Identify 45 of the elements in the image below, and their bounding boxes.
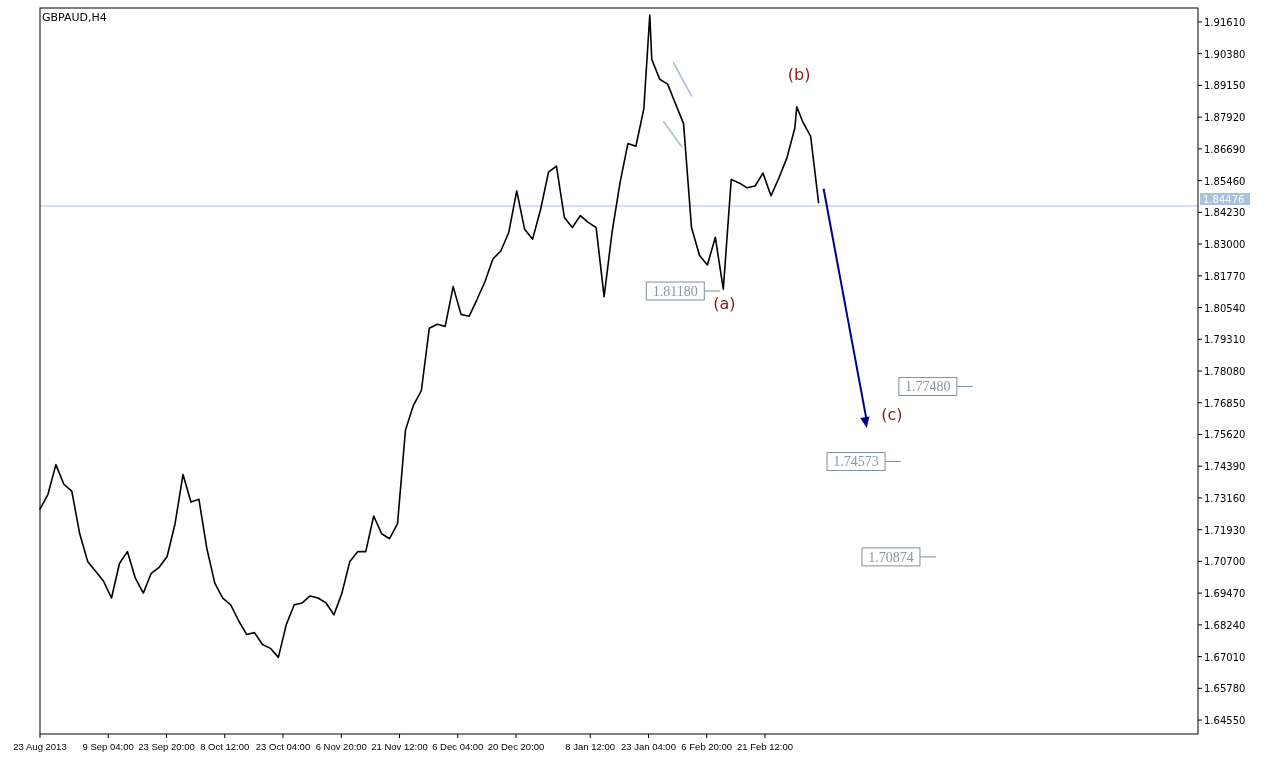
x-tick-label: 8 Jan 12:00: [565, 741, 616, 752]
chart-title: GBPAUD,H4: [42, 11, 107, 24]
x-tick-label: 8 Oct 12:00: [200, 741, 250, 752]
x-tick-label: 21 Feb 12:00: [736, 741, 793, 752]
x-tick-label: 23 Aug 2013: [13, 741, 67, 752]
y-tick-label: 1.71930: [1204, 524, 1246, 536]
x-tick-label: 23 Oct 04:00: [255, 741, 311, 752]
y-tick-label: 1.67010: [1204, 651, 1246, 663]
y-tick-label: 1.85460: [1204, 175, 1246, 187]
y-tick-label: 1.68240: [1204, 619, 1246, 631]
x-tick-label: 9 Sep 04:00: [82, 741, 134, 752]
y-tick-label: 1.64550: [1204, 715, 1246, 727]
x-tick-label: 23 Sep 20:00: [138, 741, 195, 752]
y-tick-label: 1.90380: [1204, 48, 1246, 60]
y-tick-label: 1.65780: [1204, 683, 1246, 695]
y-tick-label: 1.79310: [1204, 334, 1246, 346]
y-tick-label: 1.75620: [1204, 429, 1246, 441]
y-tick-label: 1.86690: [1204, 143, 1246, 155]
x-tick-label: 23 Jan 04:00: [620, 741, 676, 752]
y-tick-label: 1.80540: [1204, 302, 1246, 314]
y-tick-label: 1.83000: [1204, 239, 1246, 251]
y-tick-label: 1.70700: [1204, 556, 1246, 568]
y-tick-label: 1.78080: [1204, 366, 1246, 377]
y-tick-label: 1.84230: [1204, 207, 1246, 219]
annotation: 1.77480: [905, 379, 951, 395]
annotation: 1.74573: [833, 454, 879, 470]
y-tick-label: 1.87920: [1204, 112, 1246, 124]
x-tick-label: 20 Dec 20:00: [487, 741, 545, 752]
y-tick-label: 1.89150: [1204, 80, 1246, 92]
x-tick-label: 6 Dec 04:00: [432, 741, 484, 752]
annotation: (a): [713, 294, 736, 314]
x-tick-label: 21 Nov 12:00: [371, 741, 428, 752]
y-tick-label: 1.74390: [1204, 461, 1246, 473]
annotation: (b): [787, 65, 811, 85]
y-tick-label: 1.91610: [1204, 16, 1246, 28]
y-tick-label: 1.73160: [1204, 492, 1246, 504]
y-tick-label: 1.69470: [1204, 588, 1246, 600]
x-tick-label: 6 Feb 20:00: [681, 741, 733, 752]
ref-line-label: 1.84476: [1203, 193, 1245, 205]
y-tick-label: 1.81770: [1204, 270, 1246, 282]
annotation: (c): [881, 405, 903, 425]
y-tick-label: 1.76850: [1204, 397, 1246, 409]
annotation: 1.70874: [868, 549, 914, 565]
annotation: 1.81180: [652, 284, 698, 300]
x-tick-label: 6 Nov 20:00: [315, 741, 367, 752]
